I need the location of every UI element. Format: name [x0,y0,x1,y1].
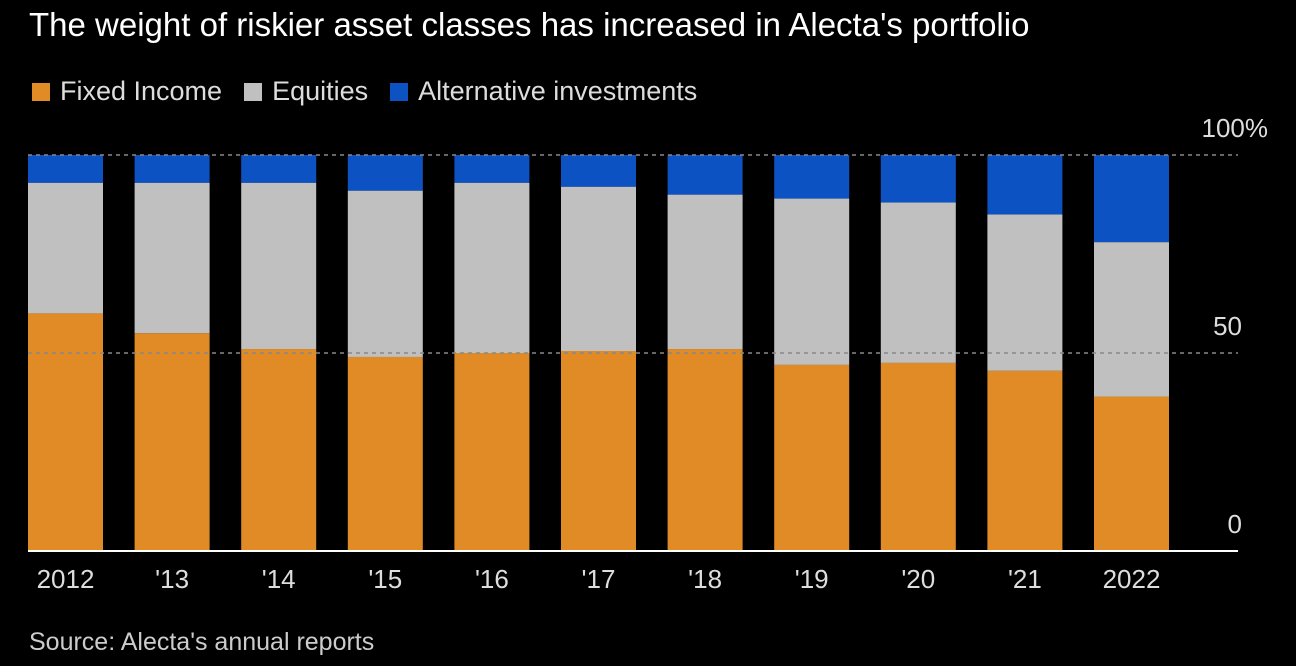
bar-equities [667,194,743,350]
bar-alternative-investments [561,155,636,187]
legend-label: Fixed Income [60,76,223,106]
x-tick-label: '15 [368,564,402,594]
x-tick-label: '21 [1008,564,1042,594]
bar-equities [774,198,850,365]
bar-equities [1094,242,1169,397]
legend: Fixed Income Equities Alternative invest… [32,76,697,107]
bar-fixed-income [28,313,103,551]
bar-fixed-income [561,351,636,551]
legend-swatch [32,82,50,101]
legend-item-alternative: Alternative investments [390,76,697,107]
x-tick-label: '16 [475,564,509,594]
bar-alternative-investments [241,155,317,183]
bar-alternative-investments [667,155,743,195]
legend-label: Equities [272,76,369,106]
x-tick-label: '20 [901,564,935,594]
x-tick-label: '14 [262,564,296,594]
bar-alternative-investments [28,155,103,183]
x-tick-label: 2022 [1103,564,1161,594]
bar-fixed-income [241,349,317,551]
bar-equities [454,182,530,353]
bar-fixed-income [1094,396,1169,551]
x-tick-label: '13 [155,564,189,594]
y-tick-label: 50 [1213,311,1242,341]
chart-title: The weight of riskier asset classes has … [29,6,1030,43]
bar-equities [134,182,210,334]
bar-alternative-investments [987,155,1063,215]
bar-fixed-income [134,333,210,551]
bar-fixed-income [667,349,743,551]
source-note: Source: Alecta's annual reports [29,628,375,656]
bar-alternative-investments [134,155,210,183]
bar-fixed-income [347,356,423,551]
x-tick-label: '19 [795,564,829,594]
x-tick-label: '18 [688,564,722,594]
bar-fixed-income [454,353,530,551]
legend-swatch [244,82,263,101]
legend-label: Alternative investments [418,76,698,106]
legend-item-equities: Equities [244,76,368,107]
bar-fixed-income [987,370,1063,551]
bar-alternative-investments [454,155,530,183]
bar-equities [347,190,423,357]
bar-equities [28,182,103,314]
legend-item-fixed-income: Fixed Income [32,76,222,107]
bar-equities [880,202,956,363]
bar-alternative-investments [880,155,956,203]
bar-fixed-income [880,362,956,551]
y-tick-label: 0 [1228,509,1242,539]
bar-equities [241,182,317,350]
bar-fixed-income [774,364,850,551]
bar-alternative-investments [347,155,423,191]
bar-alternative-investments [774,155,850,199]
bar-equities [561,186,636,352]
y-tick-label: 100% [1202,113,1269,143]
bar-alternative-investments [1094,155,1169,243]
legend-swatch [390,82,409,101]
x-tick-label: 2012 [37,564,95,594]
x-tick-label: '17 [582,564,616,594]
bar-equities [987,214,1063,371]
